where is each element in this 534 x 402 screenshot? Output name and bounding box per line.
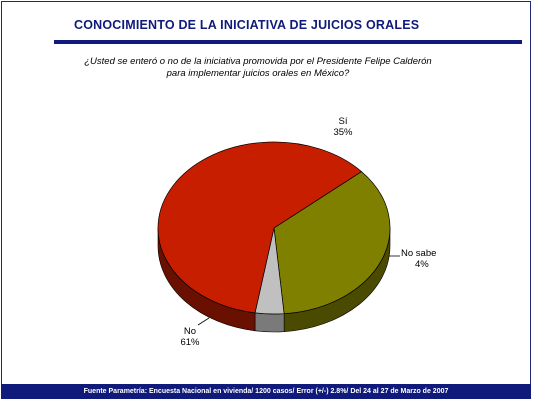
leader-line-no: [197, 317, 210, 326]
title-divider: [54, 40, 522, 44]
slice-value-si: 35%: [333, 127, 353, 138]
slice-label-no-sabe: No sabe: [401, 248, 436, 259]
pie-side-no-sabe: [254, 312, 285, 333]
pie-side-walls: [157, 227, 391, 333]
page-title: CONOCIMIENTO DE LA INICIATIVA DE JUICIOS…: [74, 18, 420, 32]
pie-slice-no: [157, 141, 363, 314]
slice-label-no: No: [184, 326, 196, 337]
pie-slice-si: [273, 171, 391, 315]
slice-value-no-sabe: 4%: [415, 259, 429, 270]
slice-value-no: 61%: [180, 337, 200, 348]
question-line-2: para implementar juicios orales en Méxic…: [166, 68, 350, 79]
source-footer: Fuente Parametría: Encuesta Nacional en …: [1, 384, 531, 399]
question-line-1: ¿Usted se enteró o no de la iniciativa p…: [84, 56, 432, 67]
slice-label-si: Sí: [339, 116, 348, 127]
survey-question: ¿Usted se enteró o no de la iniciativa p…: [20, 56, 496, 80]
